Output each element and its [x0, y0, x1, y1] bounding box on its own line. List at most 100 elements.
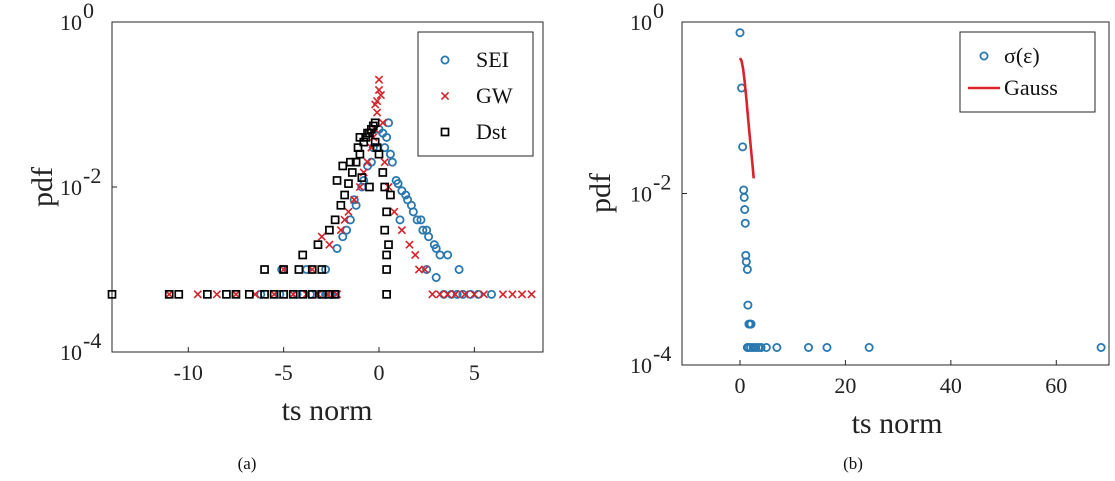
legend-marker: [440, 55, 450, 65]
data-point: [435, 290, 445, 299]
data-point: [405, 240, 414, 249]
series-Dst: [107, 118, 395, 299]
data-point: [406, 200, 416, 210]
data-point: [743, 300, 753, 310]
data-point: [452, 289, 462, 299]
data-point: [416, 215, 426, 225]
data-point: [517, 290, 527, 299]
data-point: [298, 250, 308, 260]
data-point: [439, 289, 449, 299]
data-point: [365, 182, 374, 192]
legend-box: [417, 31, 534, 157]
data-point: [340, 215, 349, 224]
x-tick-label: -10: [174, 360, 203, 385]
data-point: [317, 232, 326, 241]
legend-item: σ(ε): [979, 43, 1040, 68]
data-point: [244, 289, 254, 299]
data-point: [739, 185, 749, 195]
y-tick-label: 10: [60, 175, 82, 200]
data-point: [353, 143, 363, 152]
data-point: [203, 289, 212, 299]
data-point: [365, 128, 374, 138]
x-tick-label: 60: [1045, 373, 1067, 398]
data-point: [338, 161, 348, 171]
data-point: [350, 195, 359, 204]
data-point: [370, 137, 380, 147]
data-point: [740, 205, 750, 215]
data-point: [279, 289, 288, 299]
data-point: [357, 173, 367, 182]
data-point: [382, 250, 391, 260]
y-tick-label: 10: [630, 182, 652, 207]
data-point: [325, 289, 334, 299]
x-tick-label: -5: [274, 360, 292, 385]
data-point: [222, 289, 231, 299]
data-point: [374, 149, 384, 159]
data-point: [349, 195, 359, 205]
data-point: [418, 225, 428, 235]
data-point: [422, 225, 432, 235]
data-point: [385, 149, 395, 159]
data-point: [739, 192, 749, 202]
y-tick-label: 10: [60, 10, 82, 35]
data-point: [822, 342, 832, 352]
y-tick-label: 10: [630, 10, 652, 35]
data-point: [431, 272, 441, 282]
data-point: [325, 225, 334, 235]
data-point: [344, 207, 353, 217]
data-point: [231, 290, 241, 299]
data-point: [470, 290, 479, 299]
data-point: [451, 290, 460, 299]
data-point: [288, 289, 298, 299]
y-tick-exponent: 0: [83, 0, 94, 23]
data-point: [746, 319, 756, 329]
y-tick-exponent: -4: [653, 341, 671, 366]
legend-item: SEI: [440, 47, 509, 72]
data-point: [307, 265, 317, 274]
y-tick-label: 10: [630, 353, 652, 378]
legend-marker: [440, 127, 450, 137]
data-point: [313, 240, 323, 250]
data-point: [378, 168, 388, 177]
data-point: [289, 290, 298, 299]
data-point: [193, 290, 202, 299]
data-point: [260, 289, 269, 299]
data-point: [370, 118, 380, 128]
x-tick-label: 0: [373, 360, 384, 385]
data-point: [454, 264, 464, 274]
data-point: [212, 290, 222, 299]
data-point: [428, 290, 437, 299]
data-point: [307, 289, 317, 299]
data-point: [401, 190, 411, 200]
data-point: [380, 225, 390, 235]
data-point: [336, 200, 346, 210]
x-tick-label: 0: [734, 373, 745, 398]
data-point: [1096, 342, 1106, 352]
data-point: [420, 265, 429, 274]
data-point: [382, 207, 391, 217]
data-point: [742, 342, 752, 352]
data-point: [411, 250, 420, 260]
panel-a-marks: [107, 75, 536, 299]
panel-b-x-axis-label: ts norm: [852, 407, 943, 440]
legend-label: SEI: [476, 47, 509, 72]
legend-marker: [979, 51, 989, 61]
y-tick-exponent: 0: [653, 0, 664, 23]
data-point: [344, 179, 353, 188]
data-point: [742, 264, 752, 274]
x-tick-label: 20: [834, 373, 856, 398]
data-point: [740, 218, 750, 228]
data-point: [305, 289, 315, 299]
data-point: [294, 265, 304, 274]
data-point: [359, 168, 368, 177]
data-point: [279, 265, 288, 274]
data-point: [317, 265, 327, 274]
data-point: [479, 290, 489, 299]
data-point: [342, 225, 352, 235]
data-point: [382, 132, 392, 142]
series-line: [738, 57, 755, 179]
data-point: [372, 108, 382, 117]
data-point: [340, 190, 350, 200]
